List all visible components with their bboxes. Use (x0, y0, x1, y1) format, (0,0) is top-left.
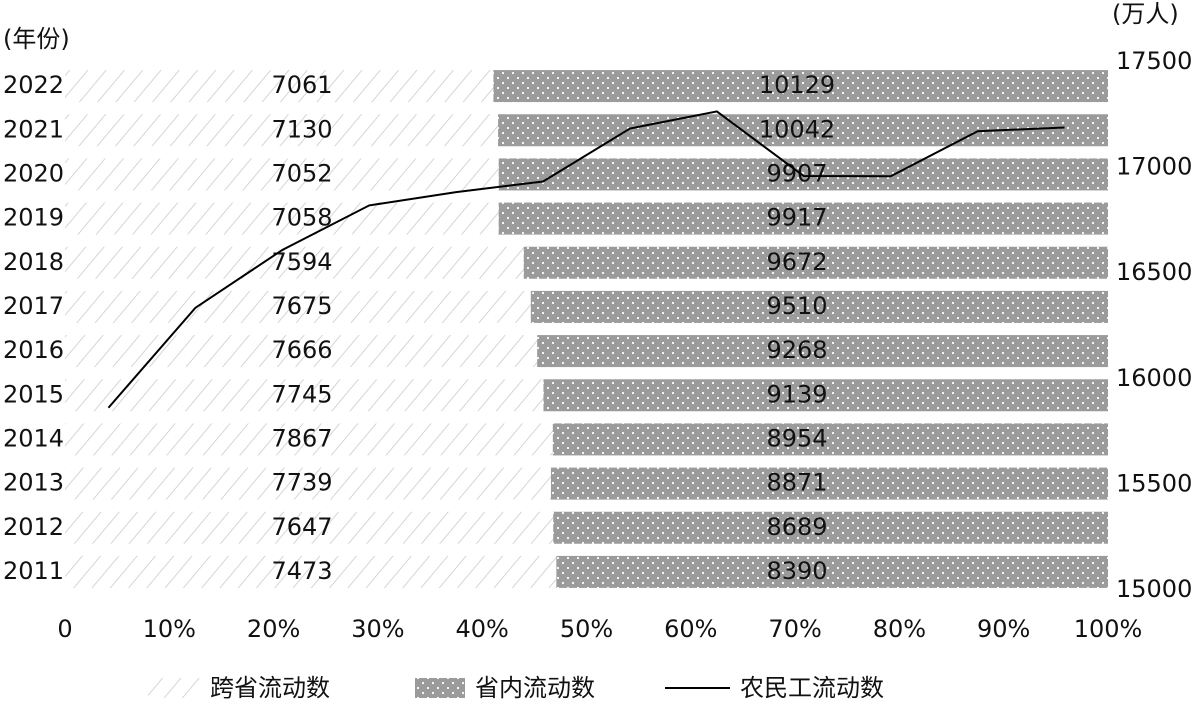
value-label: 7647 (271, 513, 332, 541)
line (107, 110, 1065, 409)
y2-tick-label: 15000 (1116, 575, 1192, 603)
bar-cross (65, 114, 499, 147)
value-label: 8390 (766, 557, 827, 585)
y2-tick-label: 17000 (1116, 153, 1192, 181)
legend-label: 省内流动数 (475, 674, 595, 702)
y2-tick-label: 15500 (1116, 469, 1192, 497)
value-label: 7745 (271, 380, 332, 408)
value-label: 7061 (271, 71, 332, 99)
value-label: 7666 (271, 336, 332, 364)
y-tick-label: 2014 (3, 424, 64, 452)
x-tick-label: 10% (143, 615, 196, 643)
bar-intra (498, 202, 1108, 235)
y-tick-label: 2012 (3, 513, 64, 541)
value-label: 8954 (766, 424, 827, 452)
x-tick-label: 20% (247, 615, 300, 643)
value-label: 7594 (271, 248, 332, 276)
x-tick-label: 100% (1074, 615, 1143, 643)
bar-cross (65, 290, 531, 323)
y-tick-label: 2013 (3, 469, 64, 497)
y2-tick-label: 17500 (1116, 47, 1192, 75)
x-tick-label: 50% (560, 615, 613, 643)
y2-axis-label: (万人) (1112, 0, 1179, 28)
value-label: 9510 (766, 292, 827, 320)
bar-intra (552, 423, 1108, 456)
bar-cross (65, 158, 499, 191)
y-tick-label: 2011 (3, 557, 64, 585)
bar-intra (537, 335, 1108, 368)
x-tick-label: 60% (664, 615, 717, 643)
value-label: 7739 (271, 469, 332, 497)
x-tick-label: 70% (768, 615, 821, 643)
y-tick-label: 2022 (3, 71, 64, 99)
value-label: 9139 (766, 380, 827, 408)
value-label: 7473 (271, 557, 332, 585)
value-label: 8689 (766, 513, 827, 541)
value-label: 9268 (766, 336, 827, 364)
bar-cross (65, 246, 524, 279)
bar-intra (493, 70, 1109, 103)
y2-tick-label: 16500 (1116, 258, 1192, 286)
x-tick-label: 90% (977, 615, 1030, 643)
bar-cross (65, 335, 538, 368)
bar-intra (498, 158, 1109, 191)
bar-intra (523, 246, 1108, 279)
bar-cross (65, 379, 544, 412)
y-tick-label: 2016 (3, 336, 64, 364)
y-tick-label: 2019 (3, 204, 64, 232)
value-label: 10042 (759, 115, 835, 143)
legend-label: 跨省流动数 (210, 674, 330, 702)
bar-cross (65, 511, 554, 544)
value-label: 7052 (271, 159, 332, 187)
value-label: 7130 (271, 115, 332, 143)
y-axis-label: (年份) (3, 25, 70, 53)
bar-cross (65, 555, 557, 588)
value-label: 7675 (271, 292, 332, 320)
legend-label: 农民工流动数 (740, 674, 884, 702)
bar-intra (556, 555, 1108, 588)
x-tick-label: 30% (351, 615, 404, 643)
value-label: 7867 (271, 424, 332, 452)
bar-intra (543, 379, 1108, 412)
y-tick-label: 2017 (3, 292, 64, 320)
x-tick-label: 80% (873, 615, 926, 643)
bar-intra (550, 467, 1108, 500)
bar-intra (530, 290, 1108, 323)
bar-cross (65, 423, 553, 456)
y-tick-label: 2018 (3, 248, 64, 276)
value-label: 9917 (766, 204, 827, 232)
y-tick-label: 2020 (3, 159, 64, 187)
value-label: 10129 (759, 71, 835, 99)
value-label: 7058 (271, 204, 332, 232)
y-tick-label: 2021 (3, 115, 64, 143)
legend-swatch (148, 678, 200, 698)
bar-cross (65, 467, 551, 500)
x-tick-label: 0 (57, 615, 72, 643)
y-tick-label: 2015 (3, 380, 64, 408)
bar-cross (65, 70, 494, 103)
legend-swatch (415, 678, 465, 698)
value-label: 8871 (766, 469, 827, 497)
x-tick-label: 40% (456, 615, 509, 643)
value-label: 9672 (766, 248, 827, 276)
value-label: 9907 (766, 159, 827, 187)
bar-intra (553, 511, 1108, 544)
bar-cross (65, 202, 499, 235)
y2-tick-label: 16000 (1116, 364, 1192, 392)
